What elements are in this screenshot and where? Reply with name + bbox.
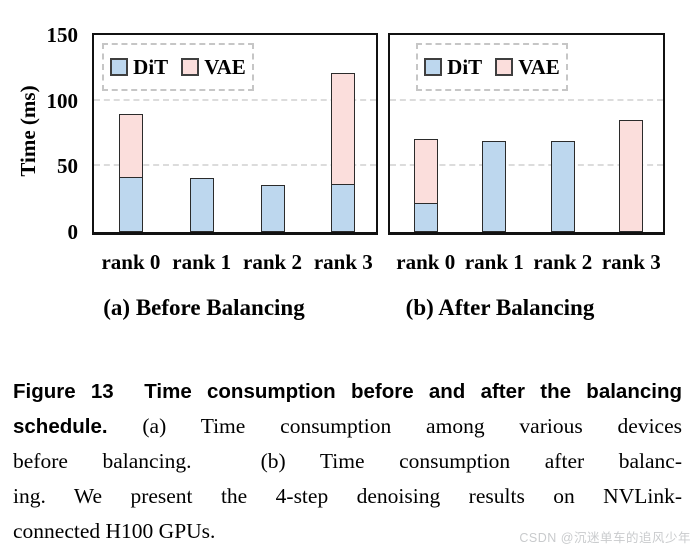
caption-line: ing. We present the 4-step denoising res… <box>13 480 682 515</box>
vae-segment <box>331 73 356 185</box>
bar-rank-0 <box>118 113 143 232</box>
legend-item-vae: VAE <box>495 54 560 79</box>
caption-bold-text: Figure 13 Time consumption before and af… <box>13 380 682 403</box>
chart-after-balancing: DiT VAE <box>388 33 665 235</box>
bar-rank-2 <box>550 141 575 232</box>
caption-line: connected H100 GPUs. <box>13 515 682 546</box>
dit-segment <box>482 141 507 232</box>
y-tick-label: 0 <box>67 220 79 244</box>
legend-label: DiT <box>133 54 169 79</box>
legend-item-dit: DiT <box>110 54 169 79</box>
vae-segment <box>413 138 438 205</box>
caption-serif-text: before balancing. (b) Time consumption a… <box>13 449 682 473</box>
caption-serif-text: ing. We present the 4-step denoising res… <box>13 484 682 508</box>
x-tick-label: rank 2 <box>243 250 302 274</box>
legend-label: VAE <box>518 54 560 79</box>
x-tick-label: rank 0 <box>396 250 456 274</box>
legend: DiT VAE <box>416 43 568 91</box>
bar-rank-3 <box>331 73 356 232</box>
vae-segment <box>118 113 143 179</box>
dit-segment <box>189 178 214 232</box>
caption-line: schedule. (a) Time consumption among var… <box>13 410 682 445</box>
legend-item-vae: VAE <box>181 54 246 79</box>
legend: DiT VAE <box>102 43 254 91</box>
y-tick-label: 50 <box>57 154 78 179</box>
dit-segment <box>413 204 438 232</box>
bar-rank-0 <box>413 138 438 232</box>
x-tick-label: rank 1 <box>172 250 232 274</box>
x-tick-label: rank 2 <box>533 250 593 274</box>
dit-swatch-icon <box>110 58 129 76</box>
subtitle-after-balancing: (b) After Balancing <box>405 295 595 320</box>
y-tick-label: 100 <box>46 88 79 113</box>
gridline-50 <box>390 164 663 167</box>
bar-rank-3 <box>619 120 644 232</box>
x-tick-label: rank 0 <box>101 250 161 274</box>
caption-line: Figure 13 Time consumption before and af… <box>13 376 682 410</box>
vae-swatch-icon <box>181 58 200 76</box>
dit-segment <box>118 178 143 232</box>
subtitle-before-balancing: (a) Before Balancing <box>103 295 305 320</box>
x-tick-label: rank 3 <box>313 250 373 274</box>
dit-swatch-icon <box>424 58 443 76</box>
legend-item-dit: DiT <box>424 54 483 79</box>
dit-segment <box>550 141 575 232</box>
caption-line: before balancing. (b) Time consumption a… <box>13 445 682 480</box>
caption-serif-text: (a) Time consumption among various devic… <box>107 414 682 438</box>
caption-serif-text: connected H100 GPUs. <box>13 519 216 543</box>
legend-label: VAE <box>204 54 246 79</box>
vae-swatch-icon <box>495 58 514 76</box>
vae-segment <box>619 120 644 232</box>
figure-caption: Figure 13 Time consumption before and af… <box>13 376 682 546</box>
dit-segment <box>260 184 285 232</box>
y-tick-label: 150 <box>46 23 79 47</box>
y-axis-title: Time (ms) <box>16 85 40 177</box>
chart-before-balancing: DiT VAE <box>92 33 378 235</box>
caption-bold-text: schedule. <box>13 415 108 438</box>
gridline-100 <box>94 98 376 101</box>
bar-rank-1 <box>482 141 507 232</box>
bar-rank-1 <box>189 178 214 232</box>
dit-segment <box>331 184 356 232</box>
gridline-50 <box>94 164 376 167</box>
legend-label: DiT <box>447 54 483 79</box>
x-tick-label: rank 3 <box>601 250 661 274</box>
bar-rank-2 <box>260 184 285 232</box>
gridline-100 <box>390 98 663 101</box>
watermark-text: CSDN @沉迷单车的追风少年 <box>519 531 691 545</box>
x-tick-label: rank 1 <box>464 250 524 274</box>
